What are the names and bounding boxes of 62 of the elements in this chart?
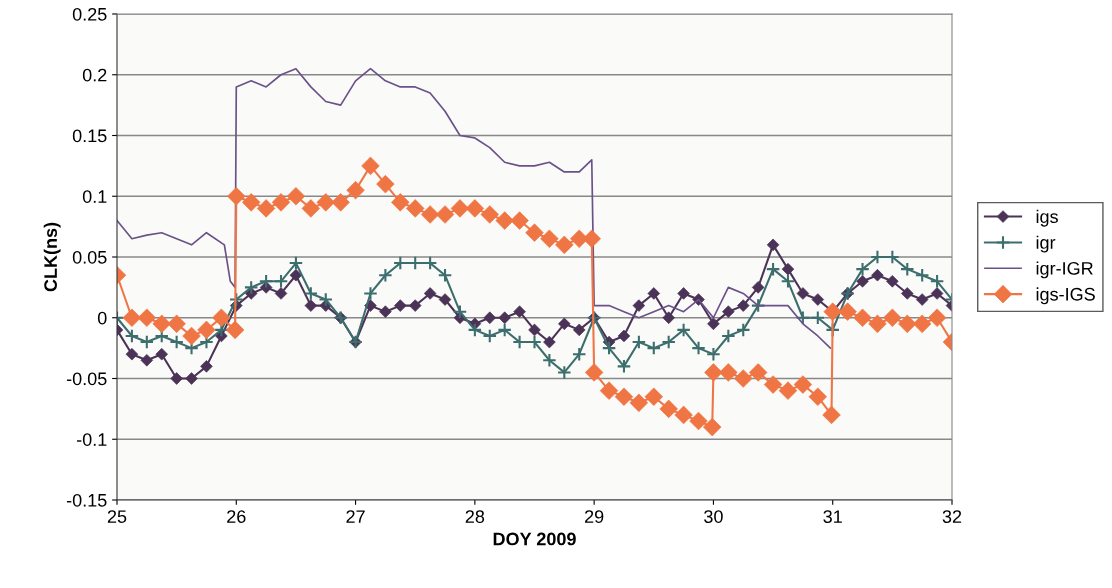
legend-label: igs (1036, 209, 1058, 227)
point (735, 322, 751, 338)
x-tick-label: 26 (227, 510, 246, 523)
point (646, 340, 662, 356)
point (124, 328, 140, 344)
y-tick-label: 0 (97, 311, 107, 325)
point (765, 261, 781, 277)
point (706, 346, 721, 362)
point (676, 322, 691, 338)
x-tick-label: 25 (107, 510, 127, 523)
x-tick-label: 29 (585, 510, 604, 523)
point (855, 261, 870, 277)
point (899, 261, 915, 277)
y-tick-label: 0.15 (72, 129, 107, 143)
point (378, 267, 393, 283)
point (303, 286, 319, 301)
x-tick-label: 30 (704, 510, 723, 523)
point (571, 346, 587, 362)
point (601, 340, 617, 356)
legend-label: igs-IGS (1036, 287, 1095, 305)
x-tick-label: 31 (823, 510, 842, 523)
point (169, 334, 184, 350)
y-tick-label: -0.15 (66, 493, 107, 507)
y-tick-label: -0.1 (76, 433, 107, 446)
point (661, 334, 676, 350)
point (482, 328, 498, 344)
point (258, 274, 274, 289)
point (318, 292, 334, 307)
point (497, 322, 512, 338)
point (557, 365, 572, 380)
x-axis-title: DOY 2009 (493, 532, 576, 546)
point (452, 304, 468, 319)
point (229, 292, 244, 307)
point (363, 286, 378, 301)
point (243, 280, 259, 295)
point (542, 352, 557, 368)
point (750, 298, 766, 313)
point (810, 310, 826, 326)
y-tick-label: 0.2 (82, 68, 107, 82)
point (288, 255, 304, 271)
point (780, 274, 796, 289)
point (691, 340, 706, 356)
line-series (117, 67, 832, 349)
point (616, 359, 632, 374)
point (631, 334, 647, 350)
legend-label: igr-IGR (1036, 261, 1093, 279)
y-tick-label: 0.05 (72, 250, 107, 264)
point (467, 322, 483, 338)
y-tick-label: 0.25 (72, 7, 107, 21)
x-tick-label: 32 (942, 510, 962, 523)
x-tick-label: 28 (465, 510, 485, 523)
point (721, 328, 736, 344)
point (929, 274, 945, 289)
point (273, 274, 289, 289)
y-axis-title: CLK(ns) (43, 222, 61, 292)
point (139, 334, 155, 350)
x-tick-label: 27 (346, 510, 365, 523)
point (437, 267, 453, 283)
legend-label: igr (1036, 235, 1056, 253)
y-tick-label: -0.05 (66, 372, 107, 386)
y-tick-label: 0.1 (82, 190, 107, 203)
point (914, 267, 930, 283)
